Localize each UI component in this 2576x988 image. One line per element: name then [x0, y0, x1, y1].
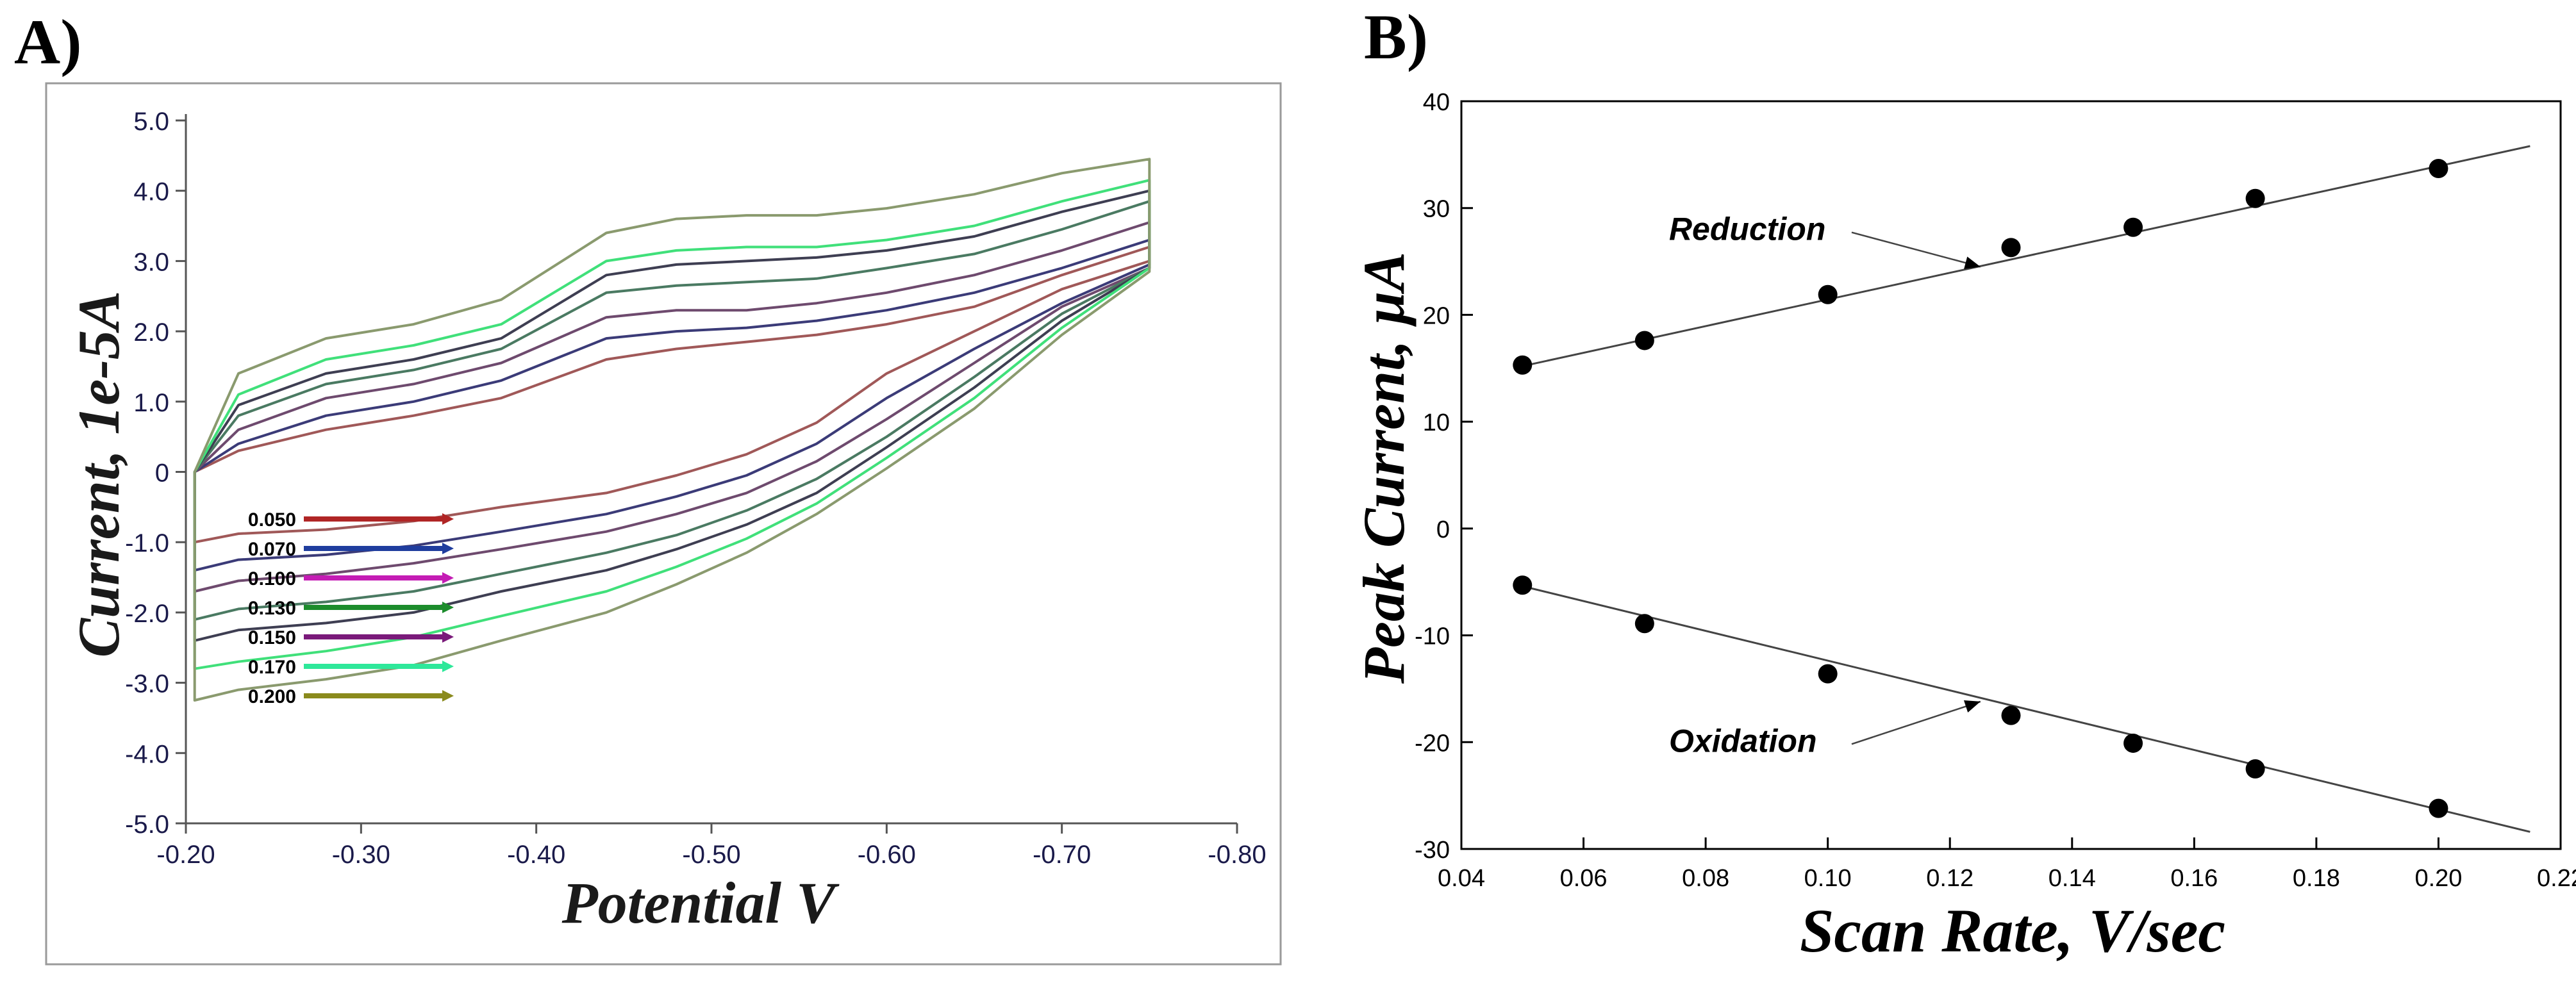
cv-curve-0.200: [193, 158, 1151, 702]
legend-label-0.170: 0.170: [248, 657, 296, 678]
legend-label-0.150: 0.150: [248, 627, 296, 648]
chart-b-y-title: Peak Current, µA: [1352, 252, 1417, 684]
chart-b-x-tick-label: 0.16: [2170, 865, 2218, 892]
data-point-reduction: [2123, 217, 2143, 237]
chart-a-y-tick-label: -2.0: [125, 600, 169, 628]
chart-a-x-tick-label: -0.30: [332, 841, 390, 869]
annotation-arrow-oxidation: [1851, 700, 1981, 745]
data-point-reduction: [2245, 188, 2265, 208]
annotation-reduction: Reduction: [1669, 211, 1825, 247]
data-point-reduction: [1818, 284, 1838, 304]
legend-label-0.200: 0.200: [248, 686, 296, 707]
chart-a-x-title: Potential V: [561, 870, 840, 935]
chart-a-y-tick-label: 3.0: [133, 248, 169, 276]
chart-a-y-tick-label: 0: [155, 459, 169, 488]
legend-label-0.070: 0.070: [248, 539, 296, 560]
chart-a-y-tick-label: 1.0: [133, 389, 169, 417]
legend-label-0.050: 0.050: [248, 509, 296, 531]
data-point-oxidation: [2001, 705, 2021, 725]
chart-b-y-tick-label: -10: [1415, 623, 1450, 650]
chart-a-x-tick-label: -0.80: [1208, 841, 1266, 869]
chart-b-x-tick-label: 0.22: [2537, 865, 2576, 892]
chart-a-x-tick-label: -0.60: [858, 841, 916, 869]
chart-a-x-tick-label: -0.50: [682, 841, 740, 869]
fit-line-reduction: [1522, 145, 2530, 367]
panel-label-b: B): [1364, 1, 1428, 72]
chart-a-y-tick-label: -1.0: [125, 529, 169, 557]
chart-b-y-tick-label: 30: [1423, 196, 1450, 223]
cv-chart: 5.0 4.0 3.0 2.0 1.0 0 -1.0 -2.0 -3.0 -4.0 -5.0-0.2…: [45, 82, 1282, 966]
data-point-reduction: [1634, 331, 1654, 350]
chart-b-x-title: Scan Rate, V/sec: [1800, 896, 2225, 965]
annotation-arrowhead-reduction: [1964, 256, 1981, 269]
legend-arrow-0.050: [442, 513, 454, 525]
fit-line-oxidation: [1522, 585, 2530, 833]
annotation-arrowhead-oxidation: [1963, 700, 1981, 712]
chart-b-x-tick-label: 0.12: [1926, 865, 1974, 892]
data-point-reduction: [2429, 159, 2448, 179]
chart-a-frame: [45, 82, 1282, 966]
peak-current-chart: 40 30 20 10 0 -10 -20 -300.04 0.06 0.08 0.10 0.12 0.…: [1352, 89, 2576, 965]
chart-b-plot-frame: [1460, 100, 2562, 850]
data-point-oxidation: [2123, 733, 2143, 753]
data-point-oxidation: [1634, 614, 1654, 634]
chart-a-y-title: Current, 1e-5A: [66, 291, 131, 658]
data-point-oxidation: [1513, 575, 1533, 595]
chart-a-y-tick-label: -3.0: [125, 670, 169, 698]
chart-a-x-tick-label: -0.70: [1033, 841, 1091, 869]
chart-b-x-tick-label: 0.20: [2414, 865, 2462, 892]
chart-a-y-tick-label: 5.0: [133, 108, 169, 136]
chart-b-x-tick-label: 0.10: [1804, 865, 1852, 892]
legend-arrow-0.150: [442, 631, 454, 643]
chart-a-y-tick-label: 4.0: [133, 178, 169, 206]
data-point-oxidation: [2245, 759, 2265, 778]
data-point-oxidation: [1818, 664, 1838, 684]
chart-b-x-tick-label: 0.06: [1560, 865, 1608, 892]
chart-b-x-tick-label: 0.04: [1438, 865, 1485, 892]
chart-b-y-tick-label: 10: [1423, 409, 1450, 436]
data-point-reduction: [1513, 355, 1533, 375]
chart-b-y-tick-label: -30: [1415, 837, 1450, 864]
chart-b-y-tick-label: 0: [1436, 516, 1450, 543]
legend-arrow-0.200: [442, 690, 454, 702]
legend-arrow-0.100: [442, 572, 454, 584]
legend-arrow-0.130: [442, 602, 454, 613]
chart-b-y-tick-label: -20: [1415, 730, 1450, 757]
chart-b-x-tick-label: 0.18: [2293, 865, 2340, 892]
chart-a-x-tick-label: -0.20: [156, 841, 215, 869]
legend-label-0.130: 0.130: [248, 598, 296, 619]
data-point-reduction: [2001, 238, 2021, 258]
chart-a-y-tick-label: -5.0: [125, 811, 169, 839]
chart-b-y-tick-label: 20: [1423, 302, 1450, 329]
annotation-oxidation: Oxidation: [1669, 723, 1817, 759]
chart-b-x-tick-label: 0.08: [1682, 865, 1729, 892]
chart-b-x-tick-label: 0.14: [2048, 865, 2096, 892]
chart-b-y-tick-label: 40: [1423, 89, 1450, 116]
chart-a-x-tick-label: -0.40: [507, 841, 565, 869]
legend-arrow-0.070: [442, 543, 454, 554]
data-point-oxidation: [2429, 798, 2448, 818]
chart-a-y-tick-label: 2.0: [133, 318, 169, 347]
legend-label-0.100: 0.100: [248, 568, 296, 589]
annotation-arrow-reduction: [1851, 231, 1981, 268]
chart-a-y-tick-label: -4.0: [125, 740, 169, 768]
legend-arrow-0.170: [442, 661, 454, 672]
panel-label-a: A): [14, 6, 82, 78]
